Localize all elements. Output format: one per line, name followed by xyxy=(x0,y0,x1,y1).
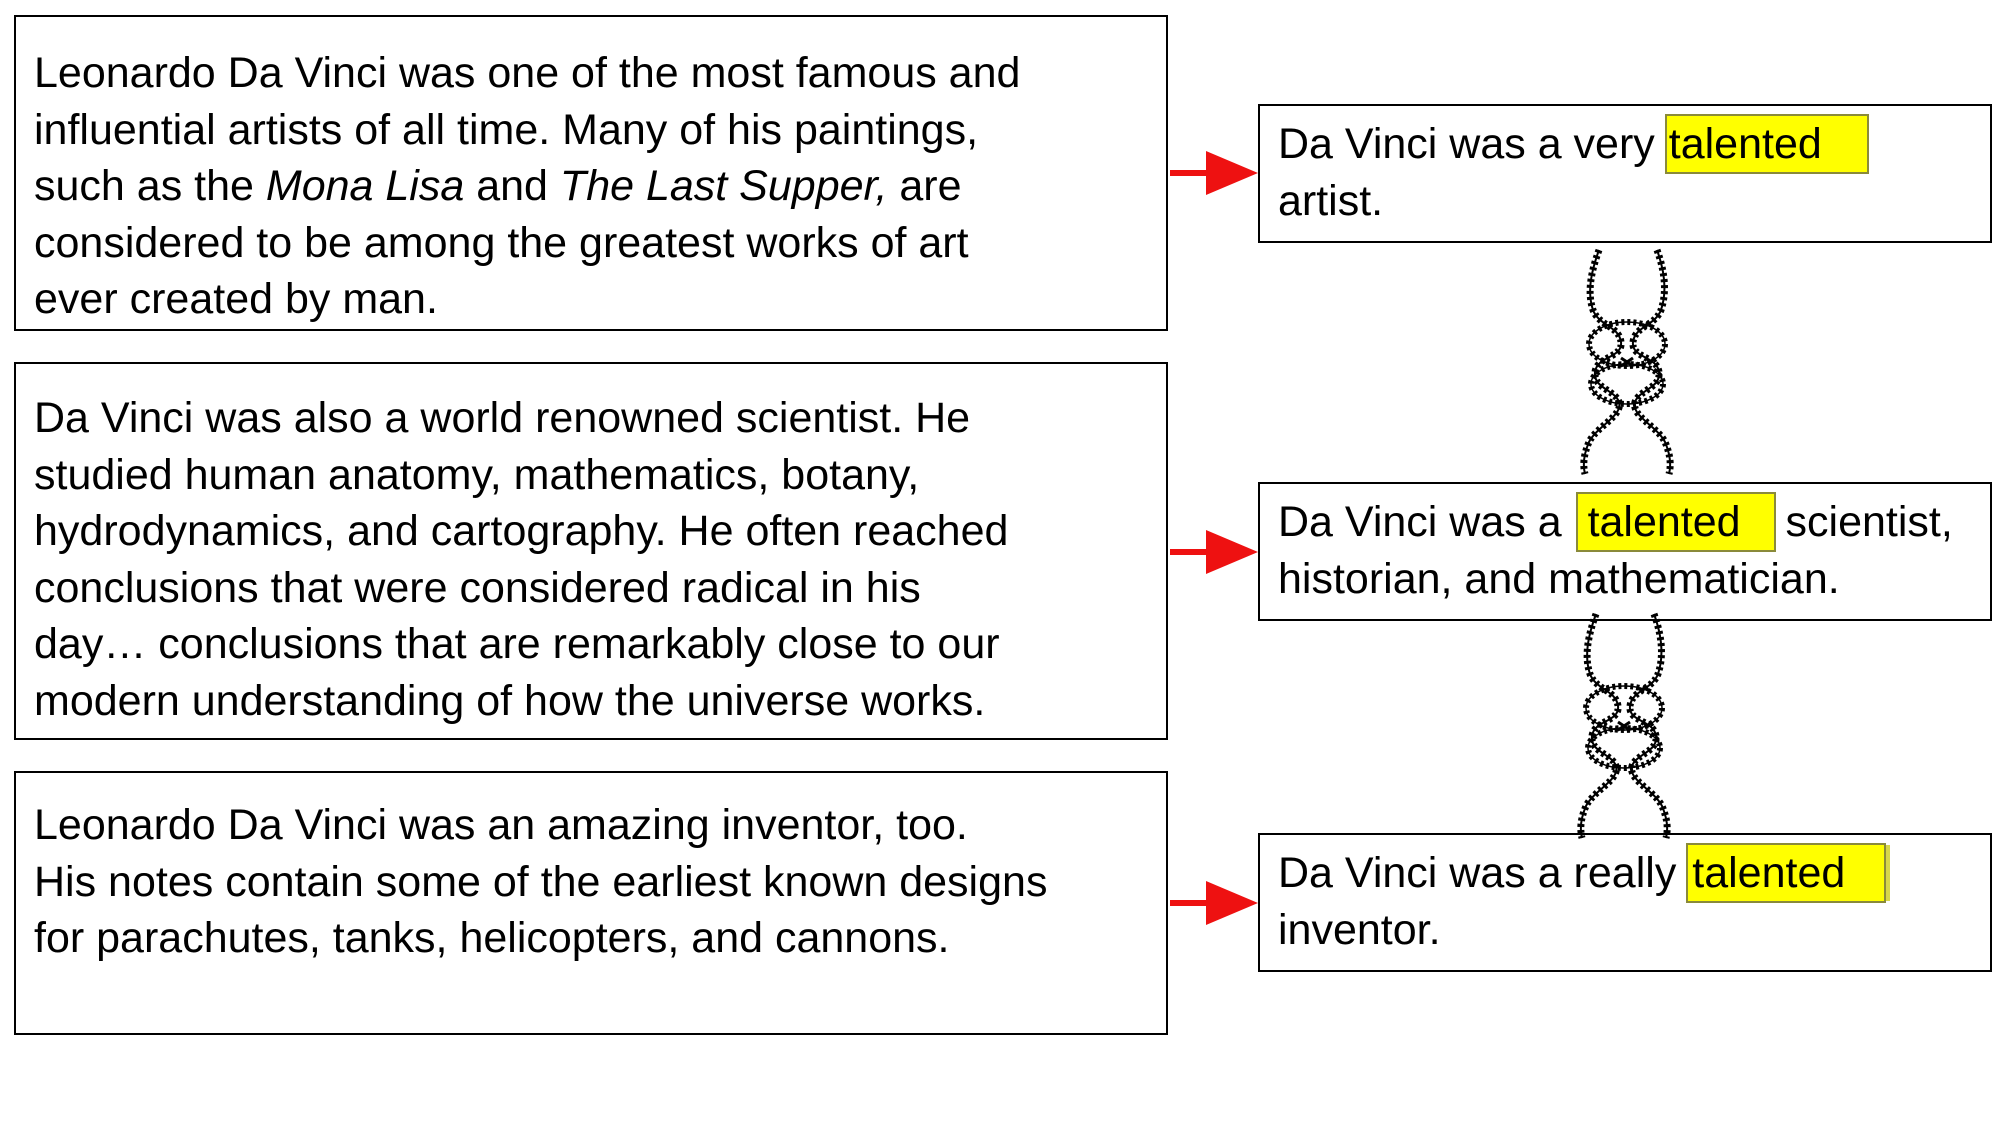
highlight-talented-scientist: talented xyxy=(1575,492,1776,552)
right-arrow-icon xyxy=(1170,151,1258,195)
summary-box-inventor: Da Vinci was a really talented inventor. xyxy=(1258,833,1992,972)
title-last-supper: The Last Supper, xyxy=(559,162,888,210)
summary-box-artist: Da Vinci was a very talented artist. xyxy=(1258,104,1992,243)
paragraph-box-science: Da Vinci was also a world renowned scien… xyxy=(14,362,1168,740)
summary-scientist-line-2: historian, and mathematician. xyxy=(1278,554,1840,603)
highlight-talented-artist: talented xyxy=(1664,114,1869,174)
para-art-line-5: ever created by man. xyxy=(34,275,438,323)
summary-inventor-line-2: inventor. xyxy=(1278,905,1441,954)
summary-box-scientist: Da Vinci was a talented scientist, histor… xyxy=(1258,482,1992,621)
para-art-line-3-post: are xyxy=(887,162,962,210)
title-mona-lisa: Mona Lisa xyxy=(265,162,465,210)
summary-artist-line-2: artist. xyxy=(1278,176,1384,225)
summary-scientist-post: scientist, xyxy=(1773,498,1953,546)
summary-scientist-pre: Da Vinci was a xyxy=(1278,498,1574,546)
paragraph-box-invention: Leonardo Da Vinci was an amazing invento… xyxy=(14,771,1168,1035)
para-art-line-3-mid: and xyxy=(464,162,560,210)
para-art-line-3-pre: such as the xyxy=(34,162,266,210)
para-art-line-4: considered to be among the greatest work… xyxy=(34,218,969,267)
para-art-line-1: Leonardo Da Vinci was one of the most fa… xyxy=(34,49,1021,97)
highlight-talented-inventor: talented xyxy=(1686,843,1887,903)
paragraph-box-art: Leonardo Da Vinci was one of the most fa… xyxy=(14,15,1168,331)
right-arrow-icon xyxy=(1170,530,1258,574)
summary-inventor-pre: Da Vinci was a really xyxy=(1278,849,1689,897)
rope-knot-icon xyxy=(1584,250,1670,474)
right-arrow-icon xyxy=(1170,881,1258,925)
para-art-line-2: influential artists of all time. Many of… xyxy=(34,105,979,154)
summary-artist-pre: Da Vinci was a very xyxy=(1278,120,1667,168)
rope-knot-icon xyxy=(1581,614,1667,838)
